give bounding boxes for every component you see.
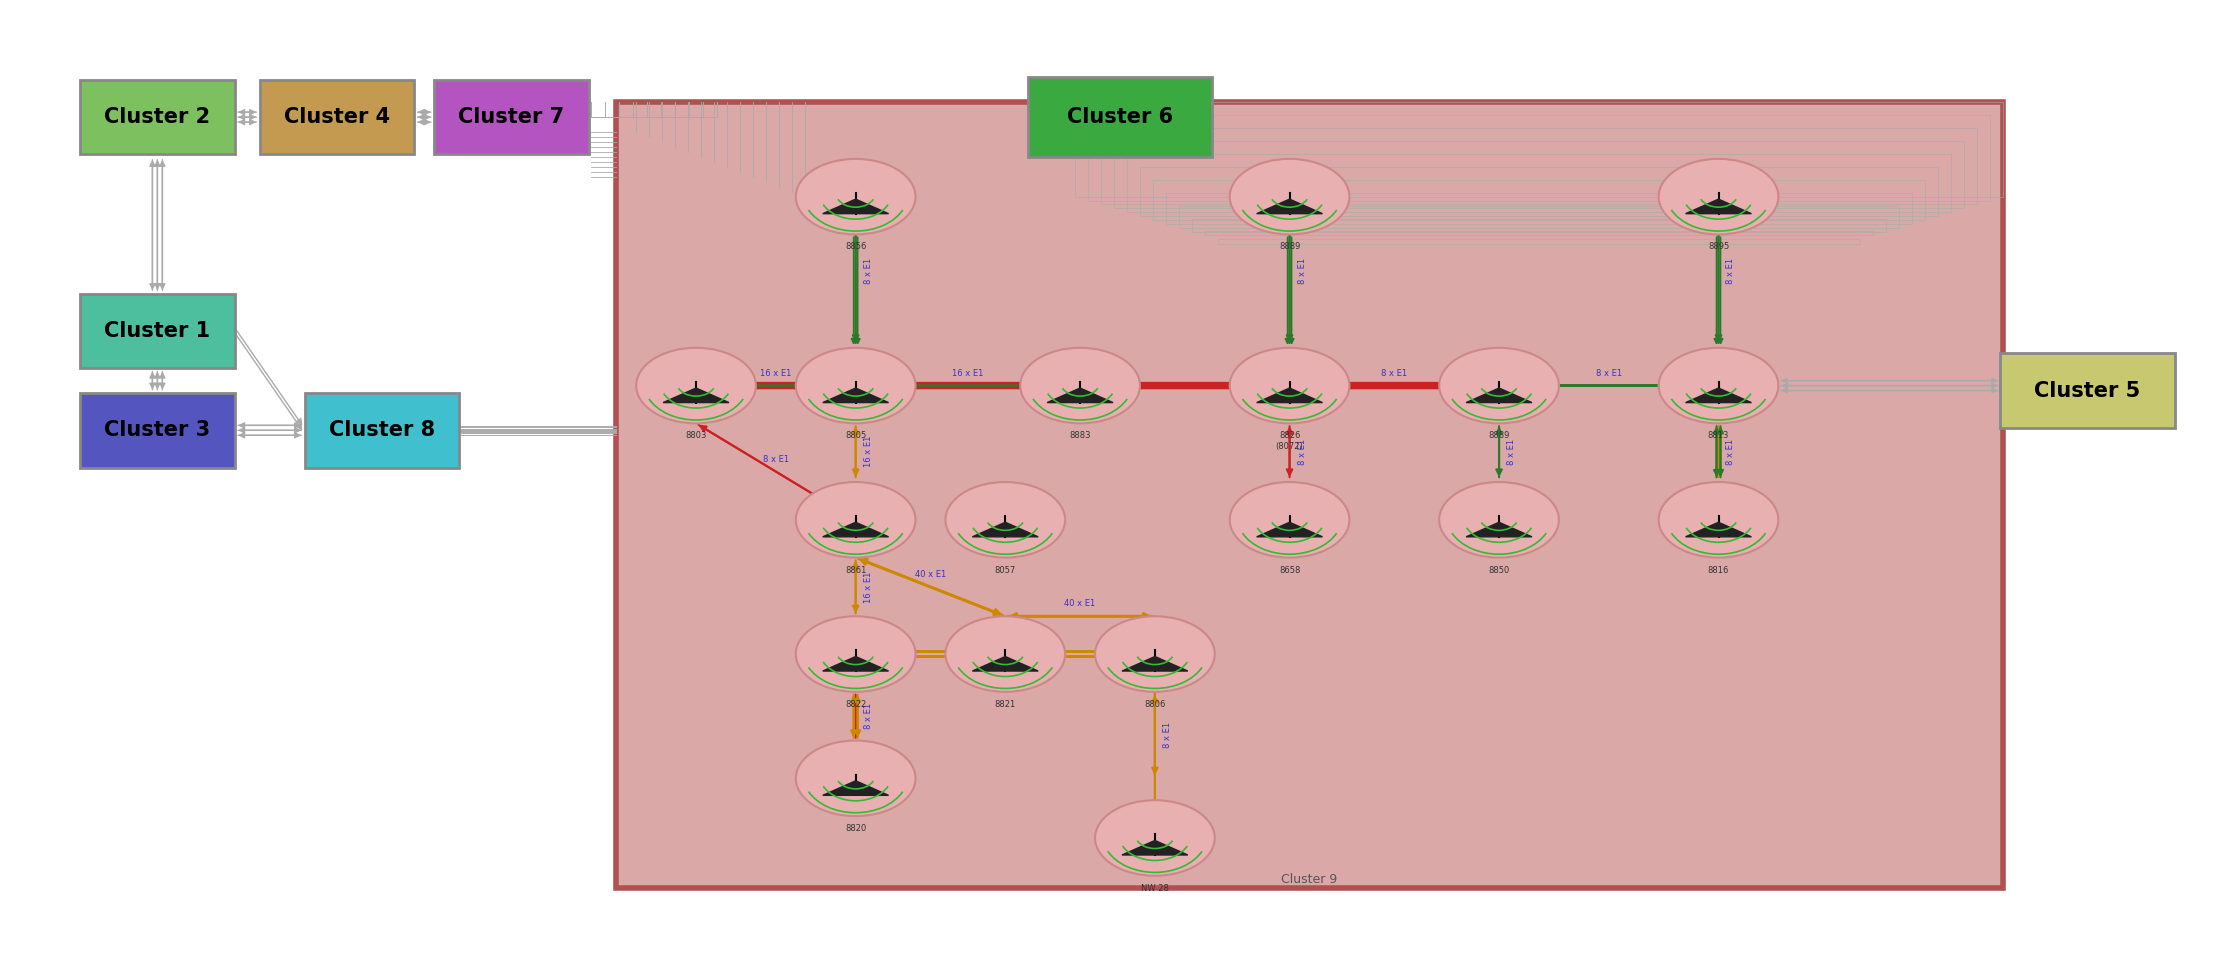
FancyBboxPatch shape [80,393,235,468]
Text: 8 x E1: 8 x E1 [762,455,789,464]
Ellipse shape [796,348,915,424]
Text: 8822: 8822 [845,699,865,709]
Text: 8895: 8895 [1708,243,1728,251]
Polygon shape [1686,522,1751,537]
Text: 8883: 8883 [1069,431,1091,440]
Polygon shape [823,388,888,402]
Text: 8806: 8806 [1145,699,1165,709]
Polygon shape [1257,522,1321,537]
Ellipse shape [1020,348,1140,424]
Text: Cluster 4: Cluster 4 [284,107,389,128]
Polygon shape [1122,841,1187,855]
Text: 8 x E1: 8 x E1 [1507,438,1516,465]
Polygon shape [1686,388,1751,402]
Text: 8856: 8856 [845,243,865,251]
Ellipse shape [1096,801,1214,876]
Text: Cluster 2: Cluster 2 [105,107,210,128]
Text: 8 x E1: 8 x E1 [1277,368,1304,378]
FancyBboxPatch shape [259,80,414,155]
Polygon shape [1257,388,1321,402]
Text: 8 x E1: 8 x E1 [863,703,872,730]
Text: Cluster 9: Cluster 9 [1281,873,1337,885]
Text: 8850: 8850 [1489,566,1509,575]
Text: 8 x E1: 8 x E1 [1163,722,1172,748]
Text: 8826
(8072): 8826 (8072) [1277,431,1304,451]
Ellipse shape [796,482,915,557]
Text: 8 x E1: 8 x E1 [863,258,872,284]
Text: 16 x E1: 16 x E1 [863,571,872,603]
Text: 16 x E1: 16 x E1 [863,436,872,468]
Text: 8 x E1: 8 x E1 [1726,438,1735,465]
Ellipse shape [796,740,915,816]
Text: 8805: 8805 [845,431,865,440]
Text: 8 x E1: 8 x E1 [1297,258,1306,284]
Ellipse shape [1659,348,1778,424]
FancyBboxPatch shape [2001,354,2176,428]
Ellipse shape [1440,482,1558,557]
Text: Cluster 1: Cluster 1 [105,320,210,341]
Text: 8821: 8821 [995,699,1015,709]
Text: Cluster 6: Cluster 6 [1067,107,1174,128]
Text: 8861: 8861 [845,566,865,575]
FancyBboxPatch shape [617,102,2003,887]
Text: 8 x E1: 8 x E1 [1382,368,1406,378]
FancyBboxPatch shape [1029,77,1212,157]
Polygon shape [823,199,888,213]
Polygon shape [664,388,729,402]
Ellipse shape [1230,348,1348,424]
Text: 8057: 8057 [995,566,1015,575]
Polygon shape [823,781,888,796]
Text: 16 x E1: 16 x E1 [953,368,984,378]
Text: 8816: 8816 [1708,566,1728,575]
Text: 8889: 8889 [1279,243,1301,251]
Polygon shape [1686,199,1751,213]
Polygon shape [1467,522,1532,537]
Text: 40 x E1: 40 x E1 [915,570,946,579]
Polygon shape [1467,388,1532,402]
FancyBboxPatch shape [80,80,235,155]
Ellipse shape [796,159,915,235]
Ellipse shape [946,617,1064,692]
Text: 8889: 8889 [1489,431,1509,440]
Text: 40 x E1: 40 x E1 [1064,599,1096,609]
Text: NW 28: NW 28 [1140,883,1169,893]
Text: 8 x E1: 8 x E1 [1297,438,1306,465]
Ellipse shape [1096,617,1214,692]
Ellipse shape [637,348,756,424]
Text: 8803: 8803 [686,431,707,440]
Text: 8 x E1: 8 x E1 [1597,368,1621,378]
Text: Cluster 7: Cluster 7 [458,107,563,128]
Text: 8813: 8813 [1708,431,1728,440]
FancyBboxPatch shape [80,293,235,368]
Text: 8820: 8820 [845,824,865,833]
Ellipse shape [796,617,915,692]
Polygon shape [1257,199,1321,213]
Text: 16 x E1: 16 x E1 [704,389,713,420]
Polygon shape [973,522,1038,537]
Ellipse shape [1230,159,1348,235]
Ellipse shape [1440,348,1558,424]
FancyBboxPatch shape [304,393,458,468]
Polygon shape [823,656,888,671]
Ellipse shape [1659,482,1778,557]
Text: Cluster 8: Cluster 8 [329,421,434,440]
Polygon shape [823,522,888,537]
Polygon shape [1046,388,1114,402]
Ellipse shape [946,482,1064,557]
Text: 8658: 8658 [1279,566,1301,575]
Text: 16 x E1: 16 x E1 [760,368,792,378]
Text: 8 x E1: 8 x E1 [1726,258,1735,284]
Ellipse shape [1230,482,1348,557]
FancyBboxPatch shape [434,80,588,155]
Text: Cluster 3: Cluster 3 [105,421,210,440]
Polygon shape [973,656,1038,671]
Polygon shape [1122,656,1187,671]
Text: Cluster 5: Cluster 5 [2035,381,2140,400]
Ellipse shape [1659,159,1778,235]
